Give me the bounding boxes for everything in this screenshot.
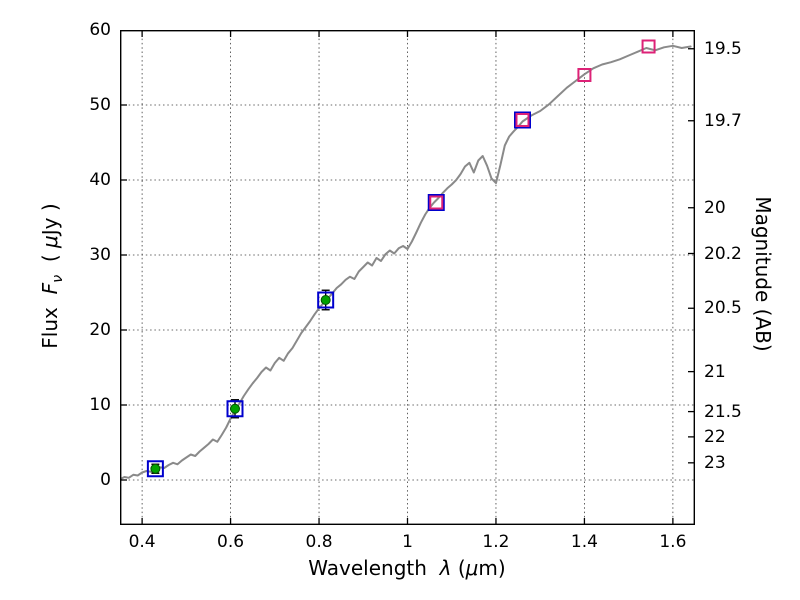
magnitude-tick-label: 20.2 xyxy=(704,243,742,264)
y-tick-label: 40 xyxy=(89,170,111,190)
model-photometry-marker xyxy=(226,400,244,418)
y-tick-label: 30 xyxy=(89,245,111,265)
x-tick-label: 0.8 xyxy=(305,532,333,552)
x-tick-label: 1 xyxy=(402,532,413,552)
y-tick-label: 0 xyxy=(100,470,111,490)
magnitude-tick-label: 21.5 xyxy=(704,401,742,422)
y-tick-label: 50 xyxy=(89,95,111,115)
y-tick-label: 10 xyxy=(89,395,111,415)
lambda-symbol: λ xyxy=(439,556,452,580)
spectrum-line xyxy=(120,44,692,481)
plot-area xyxy=(120,30,695,525)
x-tick-label: 0.6 xyxy=(217,532,245,552)
magnitude-tick-label: 19.5 xyxy=(704,38,742,59)
magnitude-tick-label: 20 xyxy=(704,197,726,218)
mu-symbol: μ xyxy=(465,556,479,580)
flux-symbol: F xyxy=(38,282,62,295)
model-photometry-marker xyxy=(317,291,335,309)
observed-photometry-marker xyxy=(429,195,444,210)
observed-flux-marker xyxy=(230,403,240,414)
magnitude-tick-label: 22 xyxy=(704,426,726,447)
model-photometry-marker xyxy=(146,460,164,478)
y-tick-label: 60 xyxy=(89,20,111,40)
y-tick-label: 20 xyxy=(89,320,111,340)
magnitude-tick-label: 21 xyxy=(704,361,726,382)
nu-symbol: ν xyxy=(50,274,66,283)
model-photometry-marker xyxy=(514,111,531,129)
observed-photometry-marker xyxy=(641,39,656,54)
observed-flux-marker xyxy=(150,463,161,474)
observed-photometry-marker xyxy=(515,113,530,127)
x-tick-label: 1.4 xyxy=(570,532,598,552)
x-axis-label-word: Wavelength xyxy=(308,556,427,580)
observed-flux-marker xyxy=(320,295,331,305)
magnitude-tick-label: 19.7 xyxy=(704,110,742,131)
x-axis-label: Wavelength λ (μm) xyxy=(308,556,506,580)
model-photometry-marker xyxy=(427,194,445,211)
magnitude-tick-label: 23 xyxy=(704,452,726,473)
x-tick-label: 0.4 xyxy=(128,532,156,552)
observed-photometry-marker xyxy=(577,68,592,82)
x-tick-label: 1.2 xyxy=(482,532,510,552)
magnitude-tick-label: 20.5 xyxy=(704,298,742,319)
x-tick-label: 1.6 xyxy=(659,532,687,552)
